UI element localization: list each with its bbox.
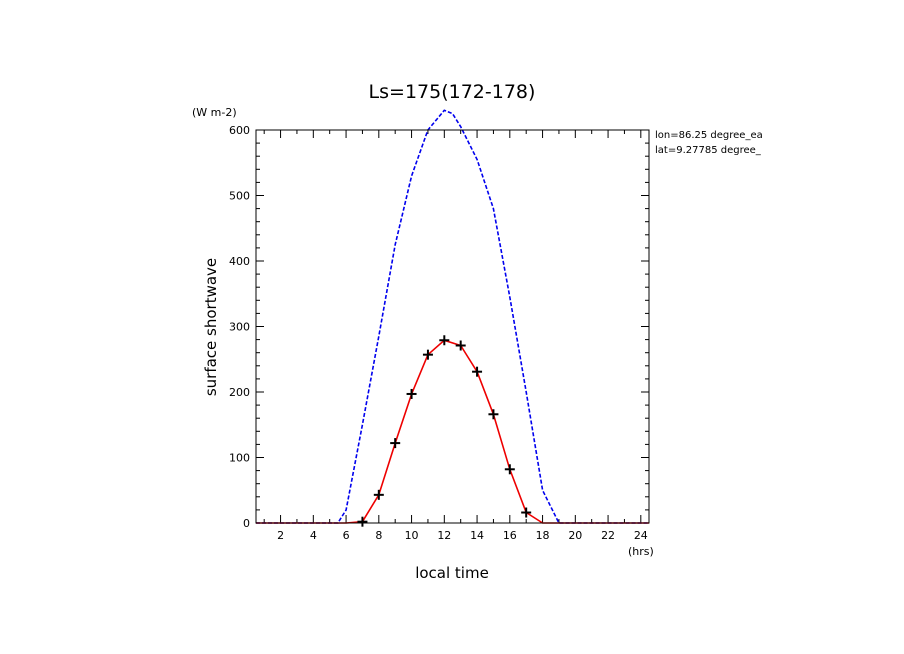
- x-tick-label: 12: [437, 529, 451, 542]
- annotation-lon: lon=86.25 degree_ea: [655, 130, 763, 141]
- y-tick-label: 0: [243, 517, 250, 530]
- data-point: [390, 438, 401, 449]
- y-tick-label: 600: [229, 124, 250, 137]
- data-point: [406, 388, 417, 399]
- data-point: [373, 489, 384, 500]
- x-tick-label: 22: [601, 529, 615, 542]
- y-axis-label: surface shortwave: [202, 258, 220, 396]
- y-tick-label: 500: [229, 190, 250, 203]
- y-tick-label: 400: [229, 255, 250, 268]
- y-tick-label: 100: [229, 452, 250, 465]
- x-tick-label: 2: [277, 529, 284, 542]
- plot-frame: [255, 129, 650, 524]
- y-tick-label: 300: [229, 321, 250, 334]
- annotation-lat: lat=9.27785 degree_: [655, 145, 762, 156]
- x-tick-label: 6: [343, 529, 350, 542]
- x-tick-label: 20: [568, 529, 582, 542]
- x-tick-label: 10: [405, 529, 419, 542]
- data-point: [521, 507, 532, 518]
- series-layer: [256, 109, 649, 527]
- x-axis-label: local time: [415, 564, 489, 582]
- x-tick-label: 4: [310, 529, 317, 542]
- chart-title: Ls=175(172-178): [369, 81, 536, 103]
- data-point: [488, 409, 499, 420]
- x-tick-label: 8: [375, 529, 382, 542]
- y-unit-label: (W m-2): [192, 106, 237, 119]
- data-point: [422, 349, 433, 360]
- x-tick-label: 16: [503, 529, 517, 542]
- data-point: [455, 340, 466, 351]
- data-point: [439, 335, 450, 346]
- data-point: [357, 516, 368, 527]
- data-point: [504, 464, 515, 475]
- data-point: [472, 366, 483, 377]
- x-tick-label: 14: [470, 529, 484, 542]
- series-line-2: [256, 339, 649, 524]
- x-unit-label: (hrs): [628, 545, 654, 558]
- x-tick-label: 24: [634, 529, 648, 542]
- y-tick-label: 200: [229, 386, 250, 399]
- series-line-1: [256, 109, 649, 524]
- x-tick-label: 18: [536, 529, 550, 542]
